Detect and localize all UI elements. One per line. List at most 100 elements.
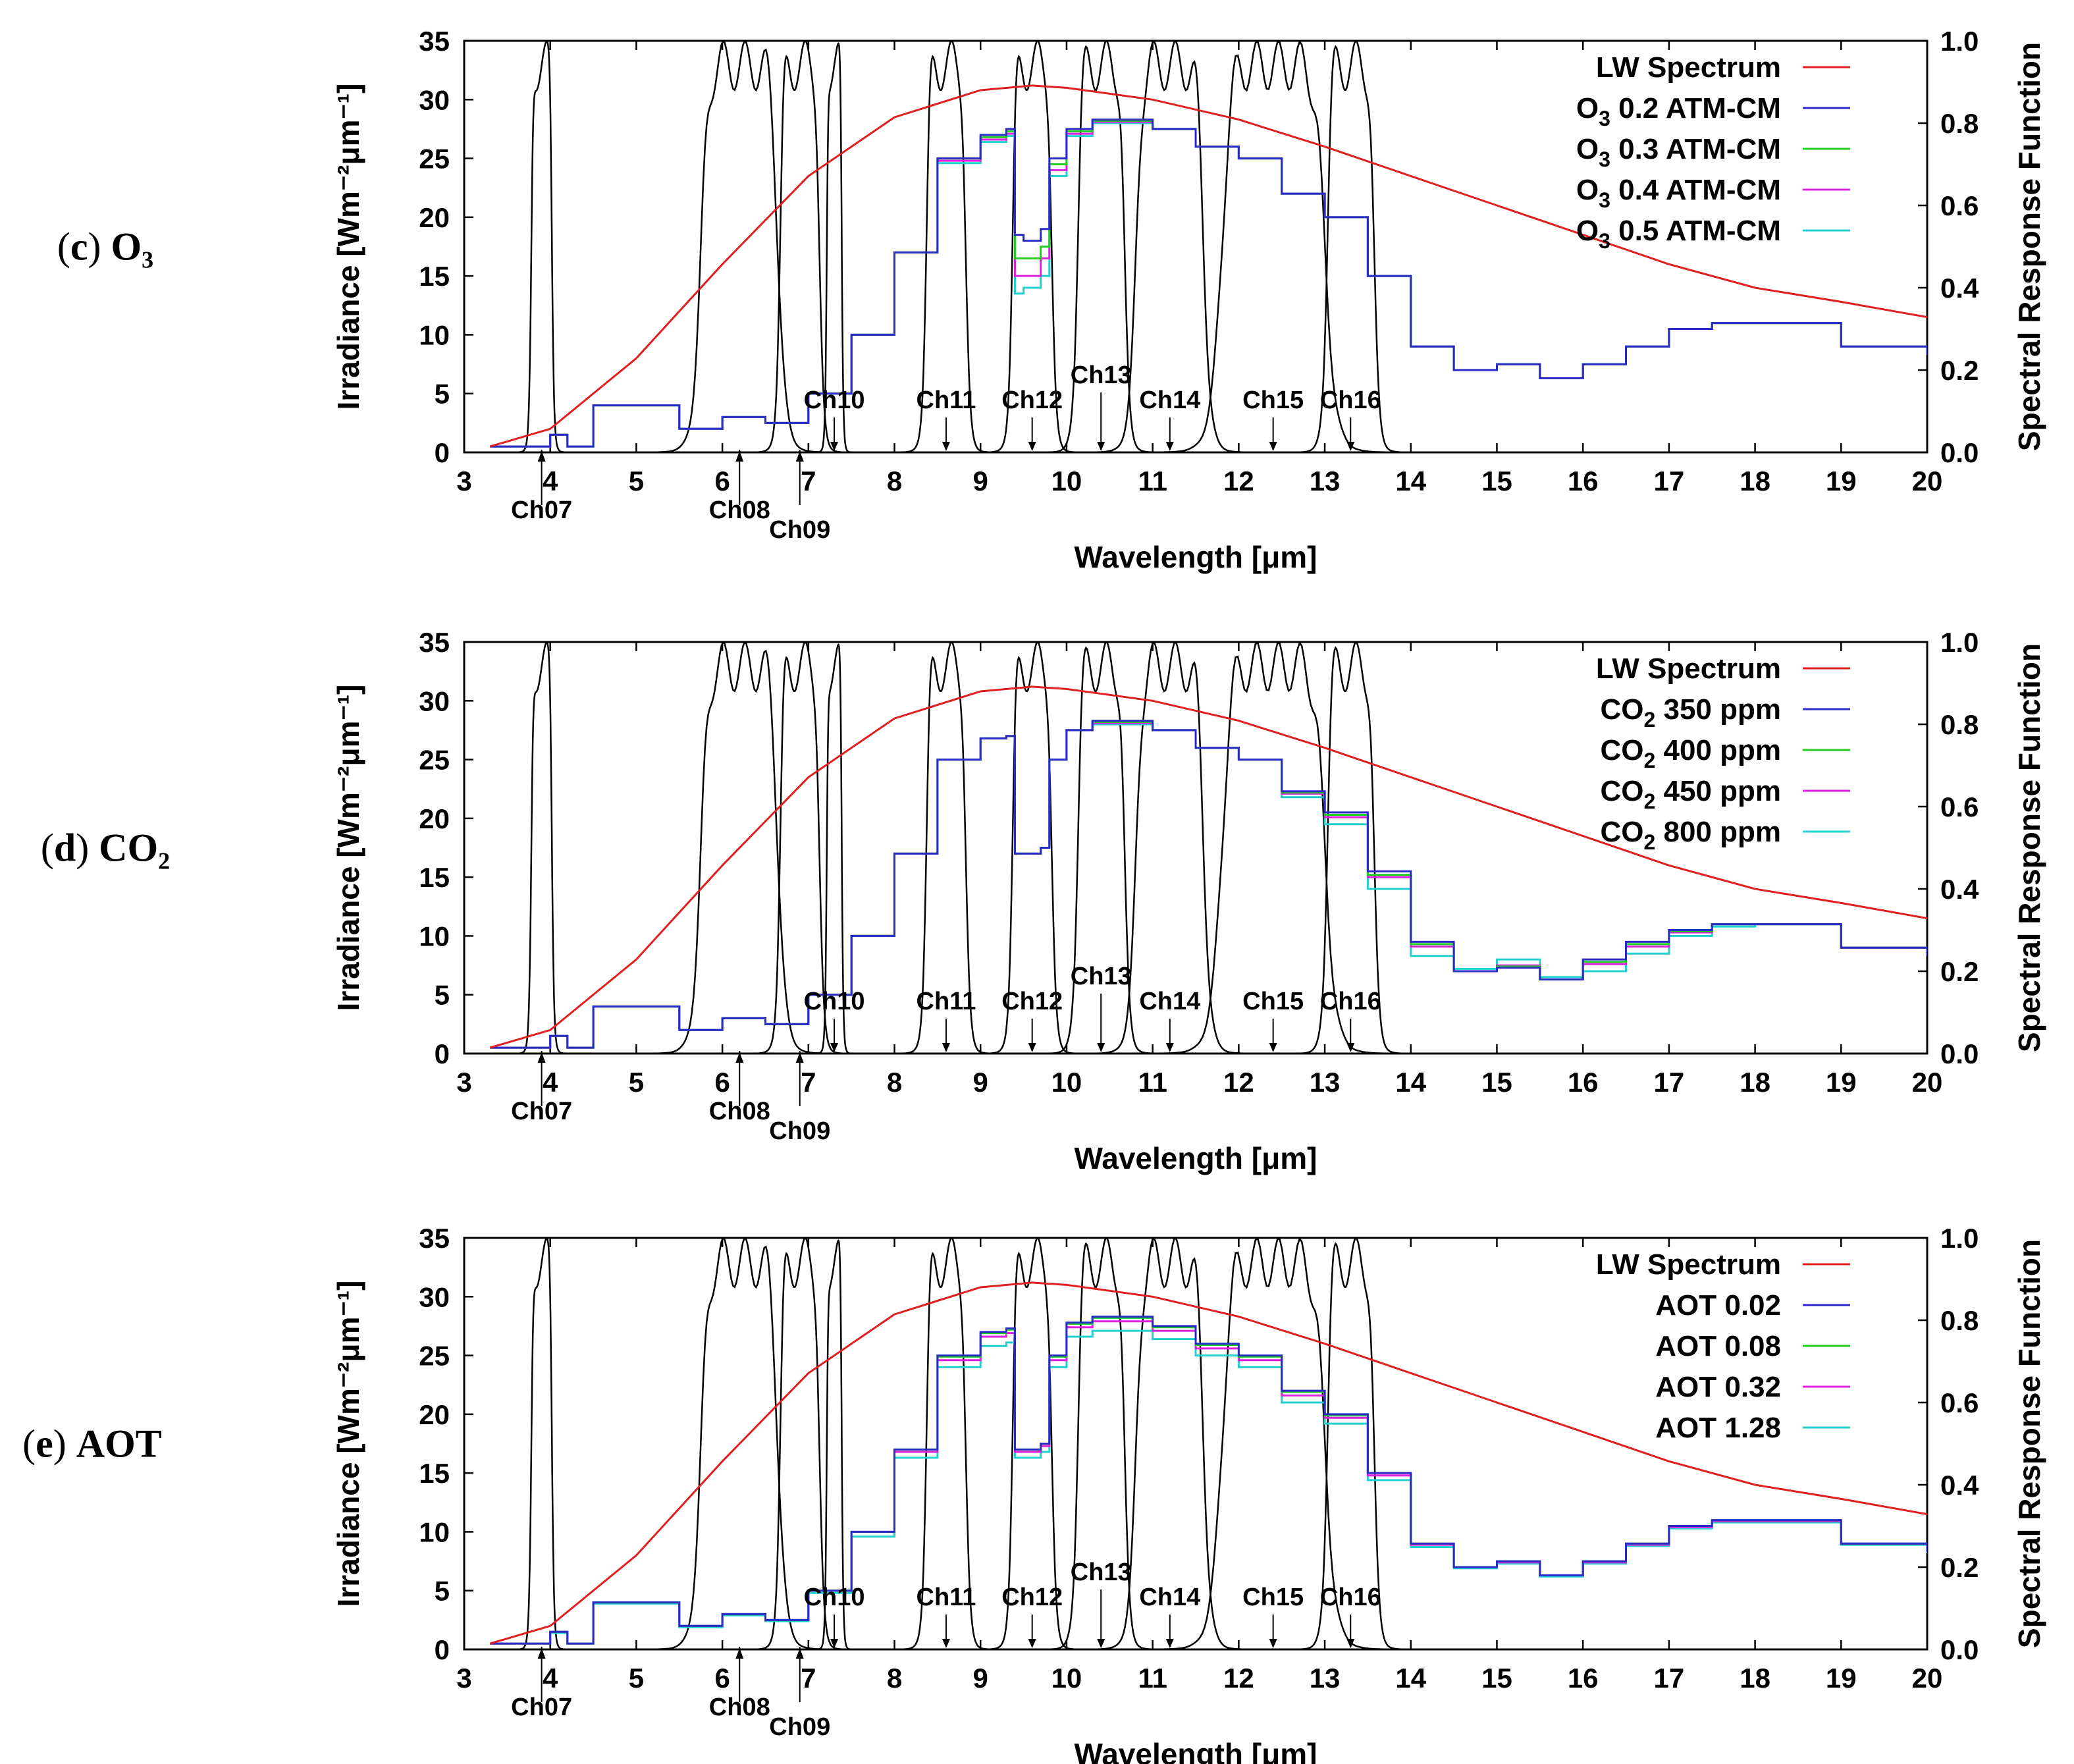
lw-spectrum-line <box>489 685 1927 1049</box>
channel-arrowhead <box>1028 1639 1036 1648</box>
panel-label-letter: d <box>54 826 76 870</box>
x-axis-label: Wavelength [μm] <box>1075 1737 1317 1764</box>
x-tick-label: 5 <box>629 466 644 496</box>
x-tick-label: 16 <box>1568 466 1599 496</box>
y2-tick-label: 0.8 <box>1940 709 1979 740</box>
x-tick-label: 8 <box>887 1663 902 1694</box>
channel-label-ch11: Ch11 <box>917 387 976 414</box>
channel-arrowhead <box>735 1648 744 1659</box>
x-tick-label: 16 <box>1568 1067 1599 1098</box>
x-tick-label: 9 <box>973 466 988 496</box>
channel-label-ch07: Ch07 <box>511 496 572 524</box>
panel-label-open: ( <box>57 225 70 269</box>
y-tick-label: 35 <box>419 26 450 57</box>
y-axis-label: Irradiance [Wm⁻²μm⁻¹] <box>331 84 365 410</box>
channel-arrowhead <box>537 451 546 462</box>
chart-panel-e: (e) AOT 3 4 5 6 7 8 9 10 11 12 13 14 15 16 17 18 19 20 0 5 10… <box>22 1223 2046 1764</box>
srf-curve-ch13 <box>1040 1238 1161 1649</box>
channel-arrowhead <box>1346 1043 1355 1052</box>
y-tick-label: 5 <box>435 1576 450 1607</box>
srf-curve-ch11 <box>895 642 997 1054</box>
x-tick-label: 19 <box>1826 466 1857 496</box>
x-tick-label: 17 <box>1654 466 1685 496</box>
legend-suffix: 0.3 ATM-CM <box>1610 133 1781 165</box>
srf-curve-ch15 <box>1140 1238 1406 1649</box>
x-tick-label: 10 <box>1051 466 1082 496</box>
legend-prefix: CO <box>1600 775 1643 807</box>
x-tick-label: 8 <box>887 1067 902 1098</box>
panel-label: (e) AOT <box>22 1422 162 1466</box>
y-tick-label: 20 <box>419 803 450 834</box>
legend-subscript: 3 <box>1599 147 1610 171</box>
channel-arrowhead <box>942 1639 950 1648</box>
y-tick-label: 0 <box>435 1038 450 1069</box>
legend-suffix: 0.2 ATM-CM <box>1610 92 1781 124</box>
channel-label-ch12: Ch12 <box>1001 387 1063 414</box>
y-tick-label: 25 <box>419 1341 450 1372</box>
channel-arrowhead <box>537 1052 546 1063</box>
srf-curve-ch08 <box>641 1238 839 1649</box>
y-tick-label: 30 <box>419 685 450 716</box>
channel-arrowhead <box>795 1648 804 1659</box>
channel-label-ch16: Ch16 <box>1320 1584 1381 1611</box>
y-tick-label: 10 <box>419 921 450 951</box>
channel-arrowhead <box>830 442 839 451</box>
x-tick-label: 11 <box>1138 466 1167 496</box>
y2-tick-label: 0.6 <box>1940 190 1979 221</box>
x-tick-label: 4 <box>543 1067 558 1098</box>
x-axis-label: Wavelength [μm] <box>1075 540 1317 574</box>
series-line-1 <box>490 1316 1927 1645</box>
y2-tick-label: 0.2 <box>1940 355 1979 386</box>
channel-label-ch13: Ch13 <box>1071 361 1132 389</box>
channel-arrowhead <box>1028 1043 1036 1052</box>
x-tick-label: 18 <box>1740 1663 1770 1694</box>
legend-entry-2: CO2 350 ppm <box>1600 693 1781 732</box>
srf-curve-ch14 <box>1083 642 1257 1054</box>
x-tick-label: 15 <box>1481 466 1512 496</box>
series-line-1 <box>490 119 1927 448</box>
y-tick-label: 0 <box>435 1634 450 1665</box>
y-tick-label: 10 <box>419 1516 450 1547</box>
legend-prefix: O <box>1576 215 1599 247</box>
y2-tick-label: 0.0 <box>1940 1634 1979 1665</box>
legend-entry-5: CO2 800 ppm <box>1600 816 1781 854</box>
x-tick-label: 8 <box>887 466 902 496</box>
channel-arrowhead <box>735 451 744 462</box>
x-axis-label: Wavelength [μm] <box>1075 1141 1317 1175</box>
srf-curve-ch07 <box>515 642 568 1054</box>
srf-curve-ch12 <box>981 41 1083 452</box>
legend-prefix: CO <box>1600 816 1643 848</box>
y2-axis-label: Spectral Response Function <box>2012 42 2046 451</box>
y-tick-label: 35 <box>419 627 450 658</box>
legend-suffix: 450 ppm <box>1655 775 1781 807</box>
channel-arrowhead <box>1346 1639 1355 1648</box>
legend-entry-2: O3 0.2 ATM-CM <box>1576 92 1781 130</box>
channel-arrowhead <box>830 1639 839 1648</box>
channel-label-ch11: Ch11 <box>917 988 976 1015</box>
legend-subscript: 2 <box>1643 749 1655 772</box>
legend-suffix: 0.5 ATM-CM <box>1610 215 1781 247</box>
srf-curve-ch07 <box>515 1238 568 1649</box>
x-tick-label: 3 <box>456 1663 471 1694</box>
legend-entry-4: O3 0.4 ATM-CM <box>1576 174 1781 212</box>
panel-label-open: ( <box>41 826 54 870</box>
x-tick-label: 18 <box>1740 466 1770 496</box>
x-tick-label: 12 <box>1223 1067 1254 1098</box>
x-tick-label: 7 <box>801 1067 816 1098</box>
channel-label-ch12: Ch12 <box>1001 988 1063 1015</box>
legend-entry-3: CO2 400 ppm <box>1600 734 1781 772</box>
x-tick-label: 9 <box>973 1663 988 1694</box>
x-tick-label: 13 <box>1310 466 1341 496</box>
panel-label-letter: c <box>70 225 88 269</box>
legend-suffix: 350 ppm <box>1655 693 1781 726</box>
x-tick-label: 12 <box>1223 466 1254 496</box>
legend-entry-1: LW Spectrum <box>1596 51 1781 84</box>
channel-arrowhead <box>795 451 804 462</box>
lw-spectrum-line <box>489 1281 1927 1645</box>
srf-curve-ch14 <box>1083 1238 1257 1649</box>
channel-arrowhead <box>1097 442 1105 451</box>
channel-label-ch10: Ch10 <box>804 1584 865 1611</box>
channel-label-ch14: Ch14 <box>1139 387 1200 414</box>
plot-area <box>489 41 1927 452</box>
